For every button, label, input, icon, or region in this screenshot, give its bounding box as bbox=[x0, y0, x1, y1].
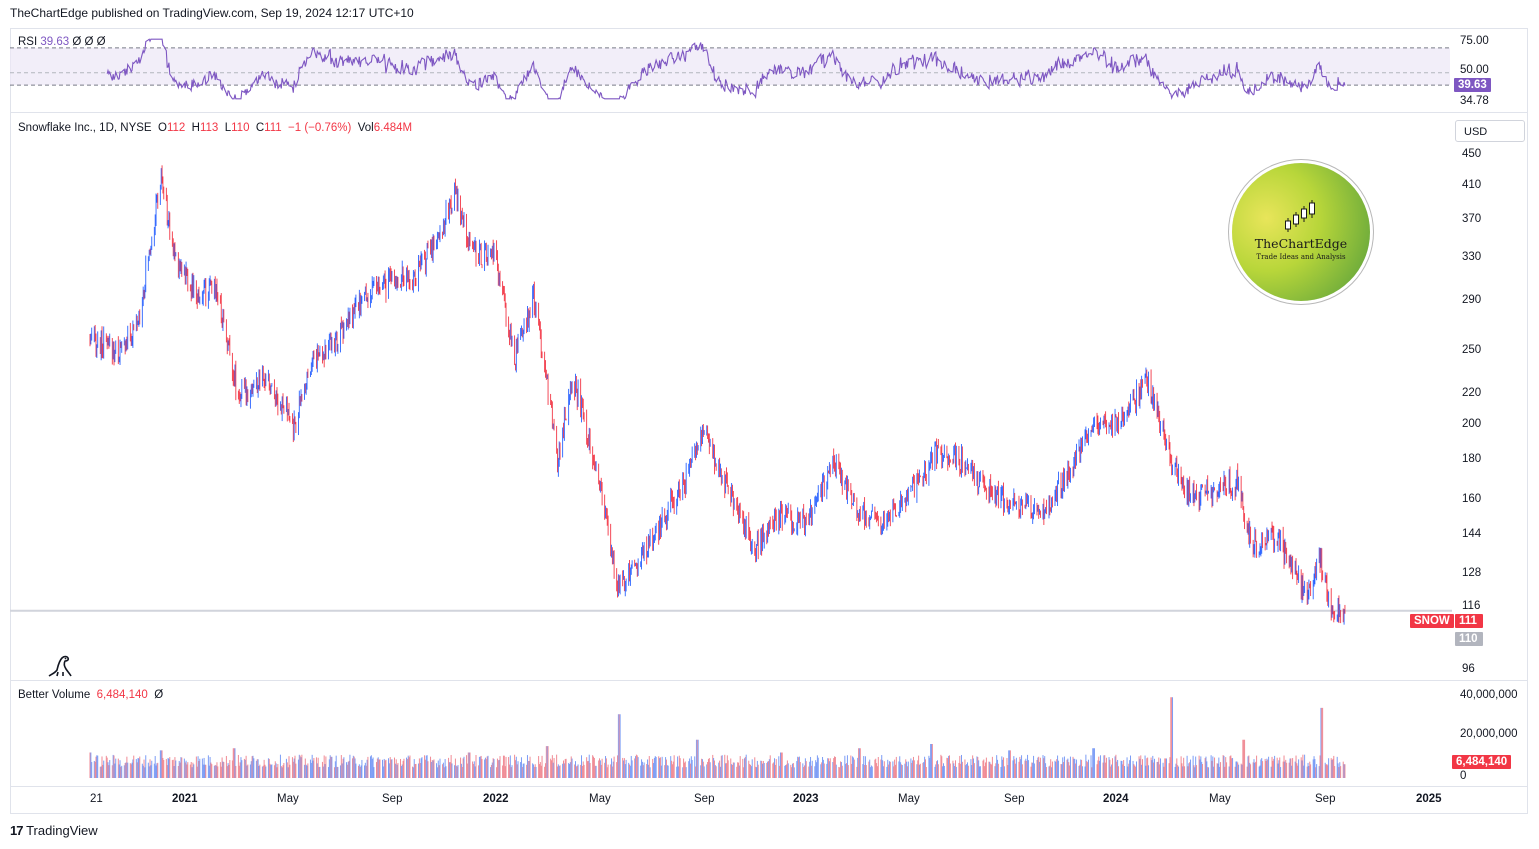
price-axis-label: 410 bbox=[1462, 179, 1482, 191]
ohlc-vol-label: Vol bbox=[357, 122, 374, 134]
ohlc-o-label: O bbox=[157, 122, 167, 134]
rsi-axis-label-75: 75.00 bbox=[1460, 35, 1489, 47]
time-axis-label: May bbox=[898, 793, 920, 805]
watermark-title: TheChartEdge bbox=[1254, 236, 1348, 251]
watermark-logo bbox=[1232, 163, 1370, 301]
rsi-value: 39.63 bbox=[40, 36, 70, 48]
time-axis-separator bbox=[10, 786, 1528, 787]
volume-flag: Ø bbox=[154, 689, 164, 701]
rsi-flag-1: Ø bbox=[72, 36, 82, 48]
last-price-tag: 111 bbox=[1455, 614, 1483, 628]
price-legend[interactable]: Snowflake Inc., 1D, NYSE O112 H113 L110 … bbox=[18, 122, 412, 134]
tradingview-footer[interactable]: 17 TradingView bbox=[10, 823, 98, 838]
time-axis-label: May bbox=[277, 793, 299, 805]
rsi-name: RSI bbox=[18, 36, 38, 48]
currency-selector[interactable]: USD bbox=[1455, 120, 1525, 142]
rsi-axis-label-34: 34.78 bbox=[1460, 95, 1489, 107]
volume-legend[interactable]: Better Volume 6,484,140 Ø bbox=[18, 689, 163, 701]
volume-axis-label-0: 0 bbox=[1460, 770, 1467, 782]
rsi-pane-separator bbox=[10, 112, 1528, 113]
ohlc-change: −1 (−0.76%) bbox=[288, 122, 352, 134]
watermark-subtitle: Trade Ideas and Analysis bbox=[1256, 253, 1346, 261]
symbol-tag: SNOW bbox=[1410, 614, 1454, 628]
tradingview-logo-icon: 17 bbox=[10, 823, 24, 838]
time-axis-label: 2025 bbox=[1416, 793, 1442, 805]
price-axis-label: 450 bbox=[1462, 148, 1482, 160]
price-axis-label: 200 bbox=[1462, 418, 1482, 430]
price-axis-label: 128 bbox=[1462, 567, 1482, 579]
volume-axis-label-20m: 20,000,000 bbox=[1460, 728, 1518, 740]
rsi-legend[interactable]: RSI 39.63 Ø Ø Ø bbox=[18, 36, 106, 48]
volume-current-tag: 6,484,140 bbox=[1452, 755, 1512, 769]
time-axis-label: Sep bbox=[1315, 793, 1336, 805]
publisher-line: TheChartEdge published on TradingView.co… bbox=[10, 6, 414, 20]
time-axis-label: Sep bbox=[694, 793, 715, 805]
rsi-line bbox=[106, 38, 1346, 101]
ohlc-volume: 6.484M bbox=[373, 122, 413, 134]
ohlc-l-label: L bbox=[224, 122, 232, 134]
price-axis-label: 330 bbox=[1462, 251, 1482, 263]
time-axis-label: 2021 bbox=[172, 793, 198, 805]
price-axis-label: 160 bbox=[1462, 493, 1482, 505]
time-axis-label: Sep bbox=[1004, 793, 1025, 805]
time-axis-label: 2022 bbox=[483, 793, 509, 805]
symbol-line: Snowflake Inc., 1D, NYSE bbox=[18, 122, 152, 134]
volume-pane-separator bbox=[10, 680, 1528, 681]
price-axis-label: 116 bbox=[1462, 600, 1481, 612]
price-axis-label: 96 bbox=[1462, 663, 1475, 675]
chart-frame bbox=[10, 28, 1528, 814]
price-axis-label: 370 bbox=[1462, 213, 1482, 225]
rsi-band bbox=[10, 47, 1450, 86]
price-axis-label: 220 bbox=[1462, 387, 1482, 399]
rsi-axis-label-50: 50.00 bbox=[1460, 64, 1489, 76]
time-axis-label: May bbox=[589, 793, 611, 805]
rsi-flag-2: Ø bbox=[84, 36, 94, 48]
ohlc-h-label: H bbox=[191, 122, 200, 134]
ohlc-low: 110 bbox=[231, 122, 250, 134]
volume-axis-label-40m: 40,000,000 bbox=[1460, 689, 1518, 701]
low-price-tag: 110 bbox=[1455, 632, 1483, 646]
volume-value: 6,484,140 bbox=[96, 689, 148, 701]
time-axis-label: Sep bbox=[382, 793, 403, 805]
candles-logo-icon bbox=[1285, 200, 1315, 232]
ohlc-high: 113 bbox=[199, 122, 219, 134]
time-axis-label: May bbox=[1209, 793, 1231, 805]
ohlc-c-label: C bbox=[255, 122, 265, 134]
price-axis-label: 250 bbox=[1462, 344, 1482, 356]
time-axis-label: 2024 bbox=[1103, 793, 1129, 805]
time-axis-label: 2023 bbox=[793, 793, 819, 805]
price-axis-label: 180 bbox=[1462, 453, 1482, 465]
price-axis-label: 290 bbox=[1462, 294, 1482, 306]
time-axis-label: 21 bbox=[90, 793, 103, 805]
rsi-flag-3: Ø bbox=[96, 36, 106, 48]
rsi-current-tag: 39.63 bbox=[1454, 78, 1491, 92]
ohlc-close: 111 bbox=[264, 122, 282, 134]
price-axis-label: 144 bbox=[1462, 528, 1482, 540]
volume-name: Better Volume bbox=[18, 689, 91, 701]
tradingview-brand: TradingView bbox=[26, 823, 98, 838]
dinosaur-icon[interactable] bbox=[46, 651, 74, 679]
ohlc-open: 112 bbox=[166, 122, 186, 134]
